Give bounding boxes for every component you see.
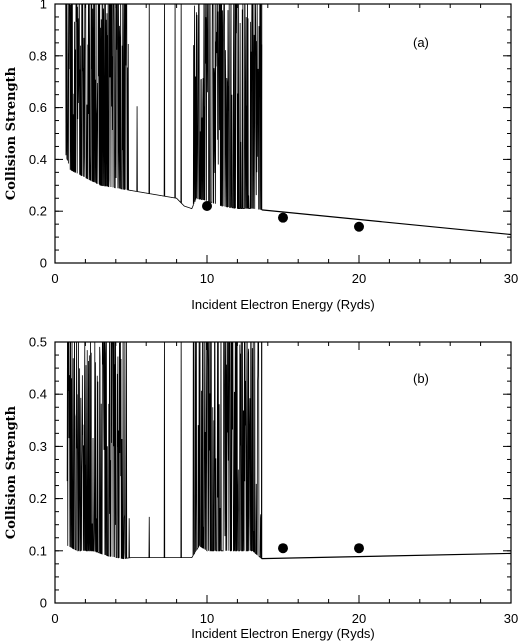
panel-a-y-axis-title: Collision Strength	[4, 66, 19, 200]
panel-b-y-tick-label: 0.5	[29, 335, 47, 350]
panel-b-x-tick-label: 10	[200, 611, 214, 626]
panel-a-y-tick-label: 0.4	[29, 152, 47, 167]
panel-b-x-tick-label: 20	[352, 611, 366, 626]
panel-a-y-tick-label: 1	[40, 0, 47, 12]
panel-b-y-tick-label: 0.3	[29, 439, 47, 454]
panel-a-y-tick-label: 0.6	[29, 100, 47, 115]
panel-a-x-axis-title: Incident Electron Energy (Ryds)	[191, 297, 375, 312]
panel-a-y-ticks: 0 0.2 0.4 0.6 0.8 1	[29, 0, 511, 271]
panel-b-x-ticks: 0 10 20 30	[51, 342, 518, 626]
panel-b-x-tick-label: 30	[504, 611, 518, 626]
panel-b-high-energy-line	[261, 552, 511, 560]
panel-b-marks	[66, 342, 511, 560]
panel-b-data	[66, 342, 511, 560]
panel-a-data-point	[278, 212, 288, 223]
panel-a-resonance-curve	[65, 4, 263, 210]
panel-b-x-tick-label: 0	[51, 611, 58, 626]
panel-a-x-ticks: 0 10 20 30	[51, 4, 518, 286]
panel-a-y-tick-label: 0.2	[29, 204, 47, 219]
panel-b-y-axis-title: Collision Strength	[4, 405, 19, 539]
panel-a-y-tick-label: 0.8	[29, 48, 47, 63]
panel-b-y-tick-label: 0.4	[29, 387, 47, 402]
panel-b-data-point	[354, 543, 364, 554]
panel-a-marks	[65, 4, 511, 236]
panel-b-data-point	[278, 543, 288, 554]
panel-b-label: (b)	[413, 371, 429, 386]
panel-a-high-energy-line	[261, 209, 511, 236]
panel-a: 0 10 20 30 0 0.2 0.4 0.6 0.8 1 (a) Incident Elec…	[4, 0, 518, 312]
panel-b-x-axis-title: Incident Electron Energy (Ryds)	[191, 626, 375, 641]
panel-a-data	[65, 4, 511, 236]
panel-a-label: (a)	[413, 35, 429, 50]
panel-a-data-point	[354, 221, 364, 232]
panel-a-x-tick-label: 0	[51, 271, 58, 286]
panel-b-y-tick-label: 0.1	[29, 543, 47, 558]
panel-b-y-tick-label: 0	[40, 596, 47, 611]
panel-a-x-tick-label: 30	[504, 271, 518, 286]
panel-b-y-ticks: 0 0.1 0.2 0.3 0.4 0.5	[29, 335, 511, 611]
panel-b-resonance-curve	[66, 342, 263, 560]
panel-a-x-tick-label: 10	[200, 271, 214, 286]
panel-a-data-point	[202, 201, 212, 212]
panel-a-y-tick-label: 0	[40, 256, 47, 271]
panel-b-y-tick-label: 0.2	[29, 491, 47, 506]
panel-a-x-tick-label: 20	[352, 271, 366, 286]
panel-b: 0 10 20 30 0 0.1 0.2 0.3 0.4 0.5 (b) Incident El…	[4, 335, 518, 642]
